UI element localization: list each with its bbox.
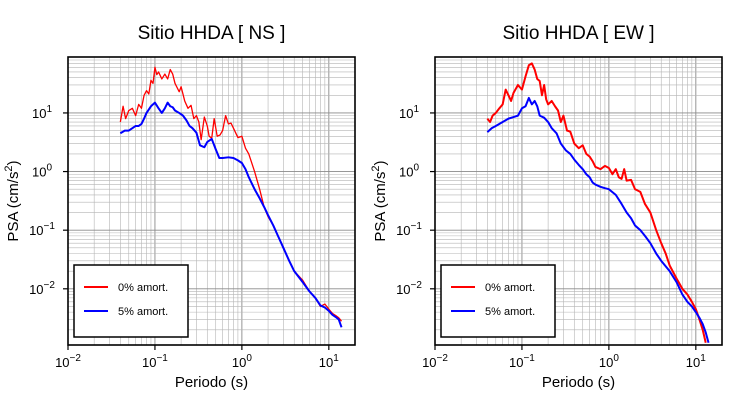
x-axis-label: Periodo (s)	[542, 374, 615, 391]
plot-frame	[67, 56, 356, 346]
chart-title: Sitio HHDA [ EW ]	[502, 23, 654, 44]
x-axis-label: Periodo (s)	[175, 374, 248, 391]
y-tick-label: 10−1	[29, 221, 55, 238]
series-line-damping-5	[486, 96, 710, 344]
axis-ticks	[430, 112, 697, 350]
legend-box	[440, 264, 556, 338]
legend: 0% amort. 5% amort.	[73, 264, 189, 338]
y-axis-label: PSA (cm/s2)	[3, 160, 22, 241]
y-axis-label: PSA (cm/s2)	[370, 160, 389, 241]
panel-ns: 10−2 10−1 100 101 10−2 10−1 100 101 Sitio HHDA […	[3, 23, 356, 391]
series-group	[119, 66, 343, 328]
y-tick-label: 100	[32, 163, 52, 180]
x-tick-label: 100	[232, 353, 252, 370]
legend-label: 0% amort.	[485, 282, 535, 294]
y-tick-label: 10−2	[396, 280, 422, 297]
series-line-damping-5	[119, 101, 343, 328]
x-tick-label: 10−1	[509, 353, 535, 370]
y-tick-label: 10−1	[396, 221, 422, 238]
legend-label: 5% amort.	[118, 306, 168, 318]
plot-frame	[434, 56, 723, 346]
legend-label: 5% amort.	[485, 306, 535, 318]
panel-ew: 10−2 10−1 100 101 10−2 10−1 100 101 Sitio HHDA […	[370, 23, 723, 391]
chart-title: Sitio HHDA [ NS ]	[138, 23, 286, 44]
series-line-damping-0	[486, 62, 707, 344]
x-tick-label: 101	[319, 353, 339, 370]
x-tick-label: 10−1	[142, 353, 168, 370]
y-tick-label: 100	[399, 163, 419, 180]
x-tick-label: 101	[686, 353, 706, 370]
x-tick-label: 10−2	[55, 353, 81, 370]
axis-ticks	[63, 112, 330, 350]
x-tick-label: 10−2	[422, 353, 448, 370]
legend-box	[73, 264, 189, 338]
y-tick-label: 10−2	[29, 280, 55, 297]
y-tick-label: 101	[32, 104, 52, 121]
series-group	[486, 62, 710, 344]
legend: 0% amort. 5% amort.	[440, 264, 556, 338]
legend-label: 0% amort.	[118, 282, 168, 294]
x-tick-label: 100	[599, 353, 619, 370]
y-tick-label: 101	[399, 104, 419, 121]
